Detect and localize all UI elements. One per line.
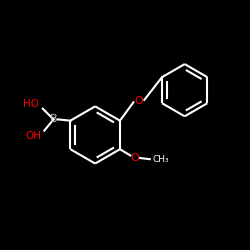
Text: B: B — [50, 114, 57, 124]
Text: O: O — [130, 153, 139, 163]
Text: OH: OH — [26, 131, 42, 141]
Text: CH₃: CH₃ — [152, 155, 169, 164]
Text: O: O — [134, 96, 143, 106]
Text: HO: HO — [22, 99, 38, 109]
